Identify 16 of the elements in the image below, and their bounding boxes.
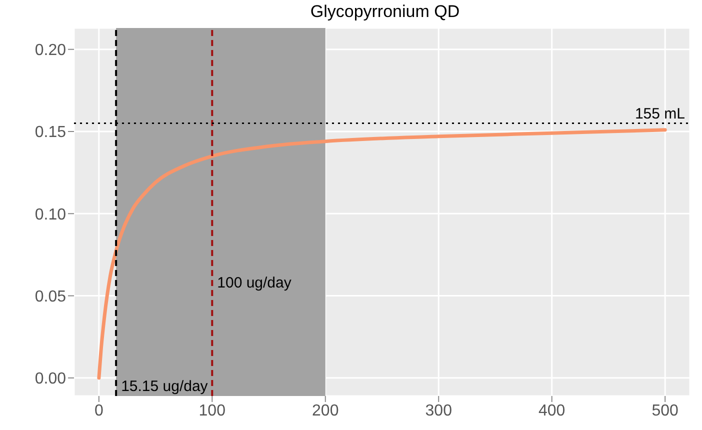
x-tick-label: 500 — [652, 402, 679, 420]
chart-title: Glycopyrronium QD — [309, 2, 461, 22]
line-series — [97, 128, 667, 380]
ref-line-label: 155 mL — [634, 106, 685, 123]
x-tick-label: 400 — [538, 402, 566, 420]
y-tick-label: 0.05 — [34, 288, 66, 306]
y-tick-label: 0.00 — [34, 370, 66, 388]
y-tick-label: 0.20 — [34, 42, 66, 60]
x-tick-label: 200 — [312, 402, 339, 420]
y-tick-label: 0.10 — [34, 206, 66, 224]
x-tick-label: 300 — [425, 402, 452, 420]
ref-line-label: 100 ug/day — [217, 274, 292, 292]
x-tick-label: 100 — [198, 402, 226, 420]
y-tick-label: 0.15 — [34, 124, 66, 142]
x-tick-label: 0 — [94, 402, 104, 420]
ref-line-label: 15.15 ug/day — [121, 378, 208, 395]
